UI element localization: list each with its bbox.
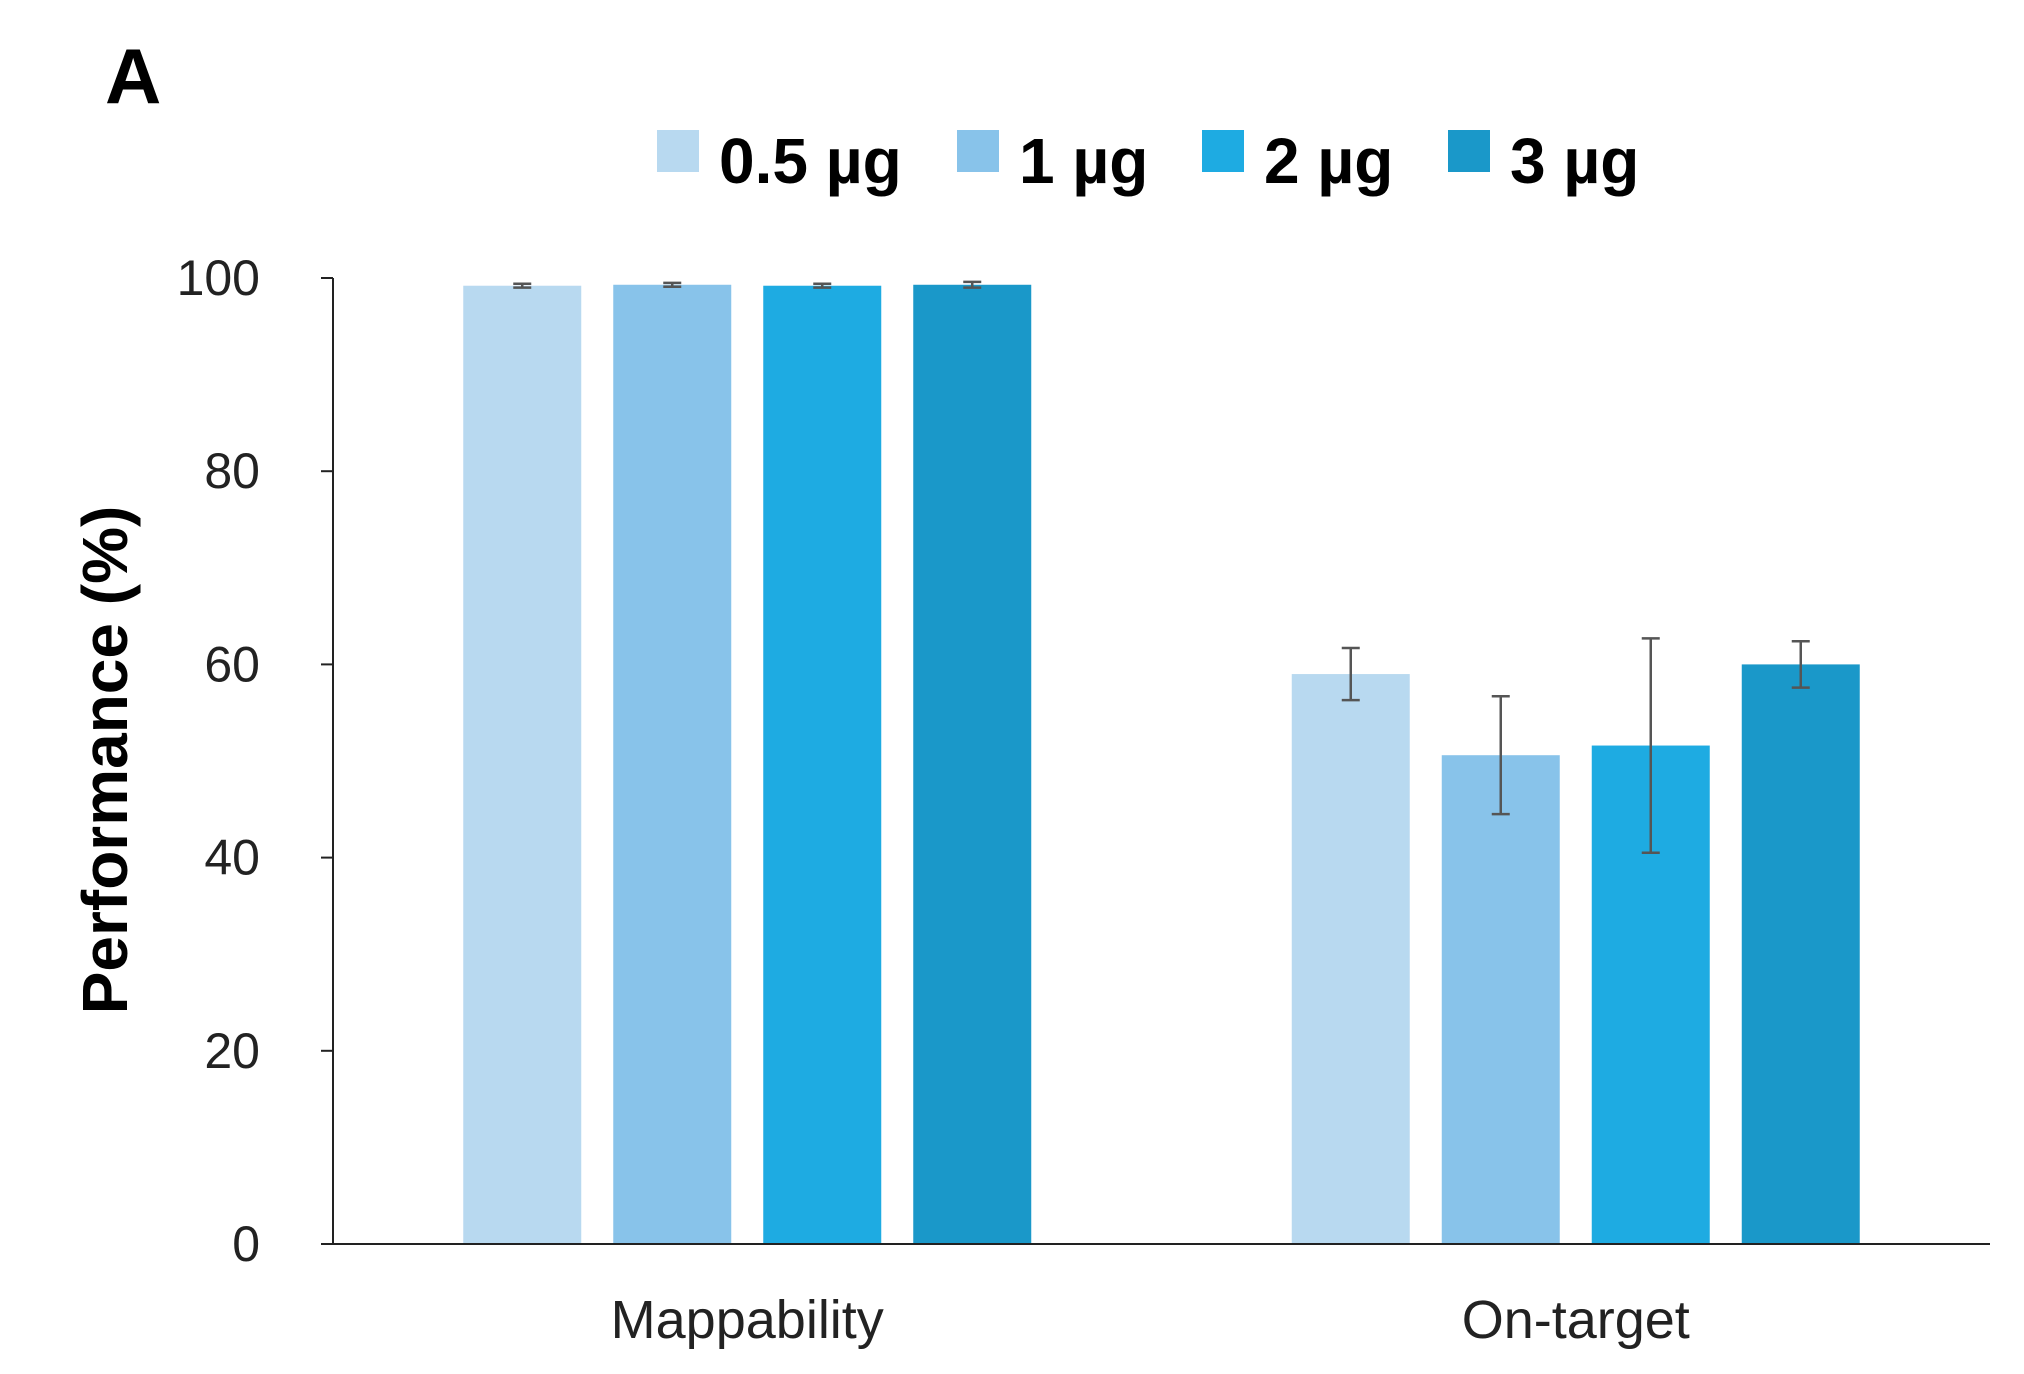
legend-swatch xyxy=(657,130,699,172)
bar xyxy=(1441,755,1560,1244)
y-axis-ticks: 0 20 40 60 80 100 xyxy=(177,250,333,1272)
bar xyxy=(1291,674,1410,1244)
y-tick-label: 100 xyxy=(177,250,260,306)
legend-label: 1 µg xyxy=(1019,125,1148,197)
x-tick-label: Mappability xyxy=(611,1290,884,1350)
y-tick-label: 20 xyxy=(204,1023,260,1079)
y-tick-label: 40 xyxy=(204,830,260,886)
y-tick-label: 0 xyxy=(232,1216,260,1272)
bars xyxy=(463,280,1860,1245)
panel-label: A xyxy=(105,32,161,120)
bar xyxy=(613,284,732,1245)
y-tick-label: 60 xyxy=(204,636,260,692)
bar xyxy=(463,285,582,1244)
legend-label: 2 µg xyxy=(1264,125,1393,197)
legend-swatch xyxy=(957,130,999,172)
x-axis-ticks: Mappability On-target xyxy=(611,1290,1690,1350)
legend-label: 3 µg xyxy=(1510,125,1639,197)
legend-label: 0.5 µg xyxy=(719,125,902,197)
y-tick-label: 80 xyxy=(204,443,260,499)
y-axis-label: Performance (%) xyxy=(69,506,141,1015)
legend-swatch xyxy=(1448,130,1490,172)
bar xyxy=(1741,664,1860,1244)
legend-swatch xyxy=(1202,130,1244,172)
bar xyxy=(763,285,882,1244)
legend: 0.5 µg 1 µg 2 µg 3 µg xyxy=(657,125,1639,197)
bar xyxy=(913,284,1032,1245)
x-tick-label: On-target xyxy=(1462,1290,1690,1350)
